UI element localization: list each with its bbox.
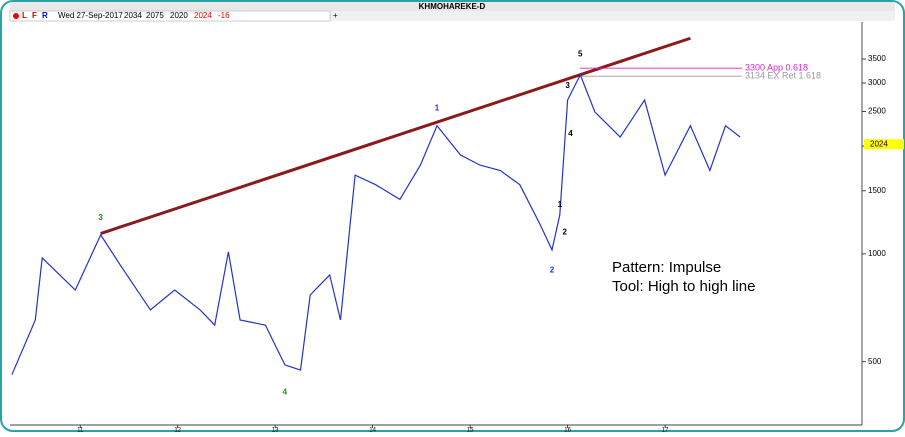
annotation: Tool: High to high line bbox=[612, 278, 755, 295]
trendline bbox=[100, 36, 691, 235]
date: Wed 27-Sep-2017 bbox=[58, 11, 123, 20]
wave-label: 1 bbox=[435, 103, 440, 112]
y-tick-label: 3000 bbox=[868, 78, 886, 87]
x-tick-label: 13 bbox=[272, 428, 279, 432]
record-dot bbox=[13, 13, 19, 19]
change: -16 bbox=[218, 11, 230, 20]
high: 2075 bbox=[146, 11, 164, 20]
wave-label: 4 bbox=[283, 388, 288, 397]
x-tick-label: 17 bbox=[662, 428, 669, 432]
title-bar bbox=[10, 2, 895, 11]
flag[interactable]: L bbox=[22, 11, 27, 20]
y-tick-label: 2500 bbox=[868, 106, 886, 115]
wave-label: 3 bbox=[565, 81, 570, 90]
add-tab[interactable]: + bbox=[333, 11, 338, 20]
wave-label: 3 bbox=[98, 213, 103, 222]
price-tag-label: 2024 bbox=[870, 139, 888, 148]
wave-label: 2 bbox=[550, 265, 555, 274]
flag[interactable]: R bbox=[42, 11, 48, 20]
x-tick-label: 11 bbox=[77, 428, 84, 432]
wave-label: 2 bbox=[562, 227, 567, 236]
info-field bbox=[9, 10, 331, 22]
wave-label: 4 bbox=[568, 129, 573, 138]
y-tick-label: 500 bbox=[868, 357, 882, 366]
annotation: Pattern: Impulse bbox=[612, 259, 721, 276]
flag[interactable]: F bbox=[32, 11, 37, 20]
toolbar bbox=[10, 11, 895, 21]
price-tag bbox=[864, 139, 904, 150]
price-line bbox=[11, 73, 741, 375]
y-tick-label: 1000 bbox=[868, 249, 886, 258]
window-title: KHMOHAREKE-D bbox=[419, 2, 486, 11]
x-tick-label: 12 bbox=[174, 428, 181, 432]
wave-label: 1 bbox=[558, 200, 563, 209]
close: 2024 bbox=[194, 11, 212, 20]
open: 2034 bbox=[124, 11, 142, 20]
low: 2020 bbox=[170, 11, 188, 20]
x-tick-label: 16 bbox=[564, 428, 571, 432]
level-label: 3300 App 0.618 bbox=[745, 63, 808, 73]
y-tick-label: 3500 bbox=[868, 54, 886, 63]
level-label: 3134 EX Ret 1.618 bbox=[745, 71, 821, 81]
x-tick-label: 15 bbox=[467, 428, 474, 432]
y-tick-label: 1500 bbox=[868, 186, 886, 195]
x-tick-label: 14 bbox=[369, 428, 376, 432]
wave-label: 5 bbox=[578, 50, 583, 59]
